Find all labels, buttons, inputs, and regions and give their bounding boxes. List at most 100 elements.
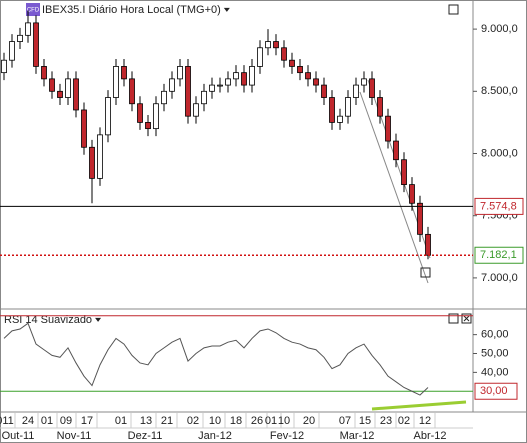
x-day-label: 12: [419, 415, 431, 427]
x-month-label: Out-11: [2, 430, 35, 442]
candle-body: [353, 84, 359, 98]
candle-body: [385, 115, 391, 142]
x-day-label: 02: [398, 415, 410, 427]
dropdown-arrow[interactable]: [95, 317, 102, 322]
candle-body: [113, 66, 119, 98]
candle-body: [1, 59, 7, 74]
candle-body: [89, 146, 95, 179]
candle-body: [201, 90, 207, 105]
candle-body: [185, 66, 191, 117]
candle-body: [49, 78, 55, 92]
close-button[interactable]: [461, 313, 472, 324]
candle-body: [241, 72, 247, 86]
candle-body: [97, 134, 103, 179]
candle-body: [17, 34, 23, 42]
maximize-button[interactable]: [448, 4, 459, 15]
candle-body: [233, 72, 239, 80]
candle-body: [33, 22, 39, 67]
x-day-label: 17: [81, 415, 93, 427]
candle-body: [249, 66, 255, 86]
candle-body: [313, 78, 319, 86]
candle-body: [25, 22, 31, 36]
candle-body: [377, 97, 383, 117]
x-day-label: 011: [0, 415, 14, 427]
candle-body: [257, 47, 263, 67]
candle-body: [337, 115, 343, 123]
candle-body: [297, 66, 303, 74]
end-marker: [420, 267, 431, 278]
price-label: 7.182,1: [480, 249, 517, 261]
candle-body: [305, 72, 311, 80]
y-tick-label: 60,00: [481, 329, 509, 341]
candle-body: [105, 97, 111, 136]
candle-body: [289, 59, 295, 67]
candle-body: [281, 47, 287, 61]
y-tick-label: 8.500,0: [481, 85, 518, 97]
x-day-label: 10: [209, 415, 221, 427]
candle-body: [209, 84, 215, 92]
candle-body: [369, 78, 375, 98]
chart-title: IBEX35.I Diário Hora Local (TMG+0): [42, 4, 221, 16]
candle-body: [81, 109, 87, 148]
candle-body: [273, 41, 279, 49]
candle-body: [225, 78, 231, 86]
x-day-label: 01: [41, 415, 53, 427]
candle-body: [73, 78, 79, 111]
y-tick-label: 7.000,0: [481, 272, 518, 284]
x-month-label: Jan-12: [198, 430, 232, 442]
price-label-box: [474, 197, 524, 215]
candle-body: [57, 90, 63, 98]
candle-body: [129, 78, 135, 105]
x-day-label: 21: [161, 415, 173, 427]
candle-body: [217, 84, 223, 87]
x-day-label: 15: [359, 415, 371, 427]
indicator-title: RSI 14 Suavizado: [4, 314, 92, 326]
candle-body: [153, 103, 159, 130]
candle-body: [9, 41, 15, 61]
dropdown-arrow[interactable]: [223, 7, 230, 12]
x-month-label: Fev-12: [270, 430, 304, 442]
close-icon: [463, 315, 470, 322]
candle-body: [321, 84, 327, 98]
candle-body: [177, 66, 183, 80]
candle-body: [145, 122, 151, 130]
cfd-icon-text: CFD: [27, 8, 40, 14]
x-month-label: Dez-11: [128, 430, 163, 442]
level-label: 30,00: [480, 385, 508, 397]
candle-body: [409, 184, 415, 204]
x-month-label: Abr-12: [413, 430, 446, 442]
candle-body: [265, 41, 271, 49]
y-tick-label: 8.000,0: [481, 147, 518, 159]
rsi-trend-line: [371, 400, 467, 411]
price-label-box: [474, 246, 524, 264]
x-day-label: 26: [251, 415, 263, 427]
price-label: 7.574,8: [480, 200, 517, 212]
maximize-button[interactable]: [448, 313, 459, 324]
y-tick-label: 9.000,0: [481, 23, 518, 35]
x-day-label: 01: [115, 415, 127, 427]
level-label-box: [474, 382, 518, 400]
candle-body: [361, 78, 367, 86]
x-day-label: 24: [22, 415, 34, 427]
x-day-label: 18: [230, 415, 242, 427]
candle-body: [137, 103, 143, 123]
candle-body: [393, 140, 399, 161]
candle-body: [425, 233, 431, 256]
x-month-label: Nov-11: [57, 430, 92, 442]
x-day-label: 07: [339, 415, 351, 427]
cfd-icon[interactable]: [26, 3, 40, 16]
candle-body: [417, 202, 423, 235]
x-day-label: 10: [278, 415, 290, 427]
candle-body: [169, 78, 175, 92]
candle-body: [345, 97, 351, 117]
candle-body: [401, 159, 407, 186]
candle-body: [121, 66, 127, 80]
candle-body: [329, 97, 335, 123]
candle-body: [193, 103, 199, 117]
candle-body: [161, 90, 167, 105]
x-day-label: 20: [303, 415, 315, 427]
x-month-label: Mar-12: [340, 430, 375, 442]
x-day-label: 02: [187, 415, 199, 427]
